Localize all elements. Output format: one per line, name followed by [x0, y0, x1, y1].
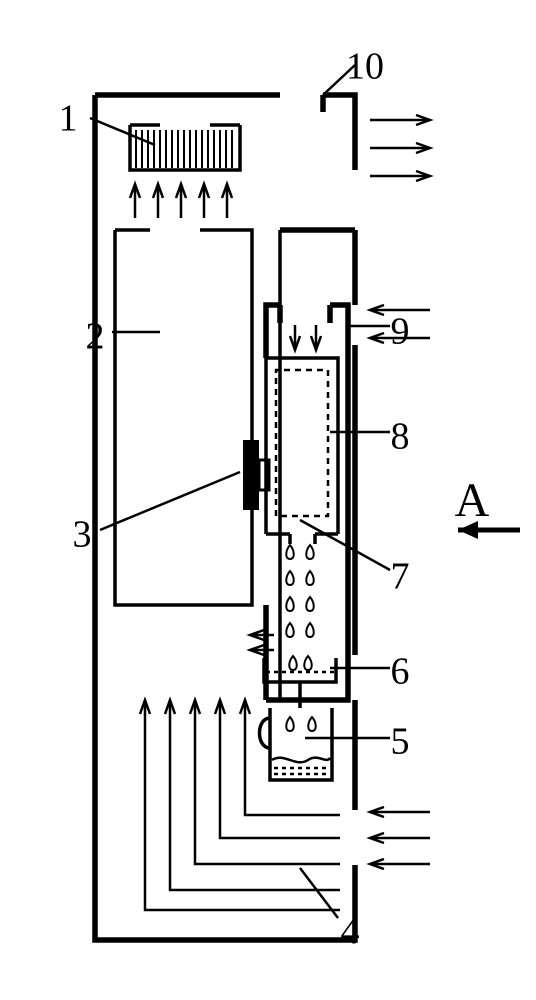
tec-module [243, 440, 259, 510]
leader-c3 [100, 472, 240, 530]
leader-c7 [300, 520, 390, 570]
leader-c1 [90, 118, 155, 145]
labels.l2.text: 2 [86, 316, 105, 358]
labels.l3.text: 3 [73, 514, 92, 556]
labels.l7.text: 7 [391, 556, 410, 598]
view_label.text: A [455, 474, 490, 527]
enclosure-outline [95, 95, 355, 940]
labels.l4.text: 4 [341, 911, 360, 953]
labels.l9.text: 9 [391, 311, 410, 353]
labels.l6.text: 6 [391, 651, 410, 693]
labels.l1.text: 1 [59, 98, 78, 140]
cold-chamber-inner [276, 370, 328, 516]
labels.l10.text: 10 [346, 46, 384, 88]
labels.l5.text: 5 [391, 721, 410, 763]
drip-tray [264, 658, 336, 682]
left-compartment [115, 230, 252, 605]
labels.l8.text: 8 [391, 416, 410, 458]
